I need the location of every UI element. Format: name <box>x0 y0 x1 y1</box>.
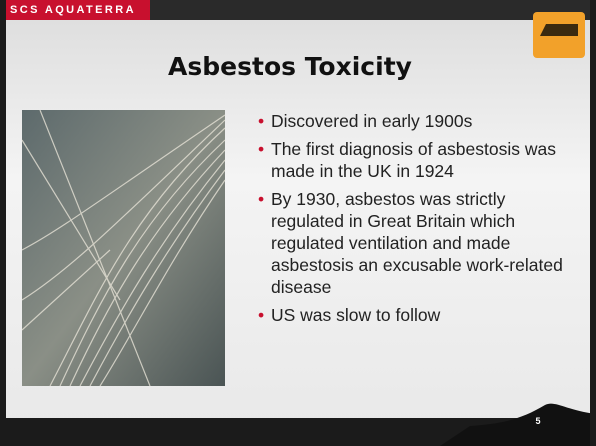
page: SCS AQUATERRA Asbestos Toxicity Discover… <box>0 0 596 446</box>
photo <box>22 110 225 386</box>
bullet: US was slow to follow <box>258 304 583 326</box>
bullet-list: Discovered in early 1900s The first diagn… <box>258 110 583 332</box>
logo-mark <box>540 24 578 36</box>
bullet: By 1930, asbestos was strictly regulated… <box>258 188 583 298</box>
frame-left <box>0 0 6 446</box>
bullet: The first diagnosis of asbestosis was ma… <box>258 138 583 182</box>
frame-right <box>590 0 596 446</box>
slide-title: Asbestos Toxicity <box>150 52 430 81</box>
page-number: 5 <box>528 416 548 426</box>
bullet: Discovered in early 1900s <box>258 110 583 132</box>
